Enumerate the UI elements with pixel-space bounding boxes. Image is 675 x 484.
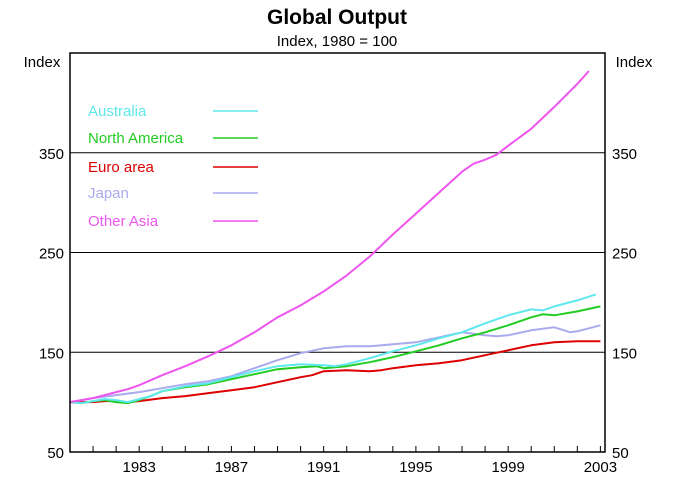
x-tick-label: 1999 bbox=[491, 459, 524, 476]
x-tick-label: 1987 bbox=[215, 459, 248, 476]
x-tick-label: 2003 bbox=[584, 459, 617, 476]
plot-frame bbox=[69, 52, 606, 453]
series-line-euro-area bbox=[70, 340, 601, 404]
y-axes: 50 50 150 150 250 250 350 350 bbox=[39, 146, 637, 462]
y-tick-label-right: 350 bbox=[612, 146, 637, 163]
y-tick-label-right: 150 bbox=[612, 345, 637, 362]
x-axis: 1983 1987 1991 1995 1999 2003 bbox=[69, 446, 617, 476]
series-line-other-asia bbox=[69, 70, 590, 404]
chart-subtitle: Index, 1980 = 100 bbox=[277, 33, 398, 50]
y-tick-label-right: 250 bbox=[612, 246, 637, 263]
x-tick-label: 1983 bbox=[122, 459, 155, 476]
legend-label: Australia bbox=[88, 103, 147, 120]
y-axis-label-right: Index bbox=[616, 54, 653, 71]
y-axis-label-left: Index bbox=[24, 54, 61, 71]
y-tick-label-left: 350 bbox=[39, 146, 64, 163]
series-layer bbox=[69, 70, 601, 405]
legend-label: Japan bbox=[88, 185, 129, 202]
series-line-japan bbox=[69, 324, 601, 404]
legend-label: North America bbox=[88, 130, 184, 147]
gridlines bbox=[70, 152, 605, 353]
legend-label: Other Asia bbox=[88, 213, 159, 230]
chart-title: Global Output bbox=[267, 6, 407, 29]
y-tick-label-right: 50 bbox=[612, 445, 629, 462]
series-line-north-america bbox=[69, 305, 601, 405]
x-tick-label: 1995 bbox=[399, 459, 432, 476]
y-tick-label-left: 50 bbox=[47, 445, 64, 462]
series-line-australia bbox=[69, 293, 597, 405]
x-tick-label: 1991 bbox=[307, 459, 340, 476]
y-tick-label-left: 250 bbox=[39, 246, 64, 263]
legend: Australia North America Euro area Japan Othe… bbox=[88, 103, 258, 230]
legend-label: Euro area bbox=[88, 159, 155, 176]
y-tick-label-left: 150 bbox=[39, 345, 64, 362]
